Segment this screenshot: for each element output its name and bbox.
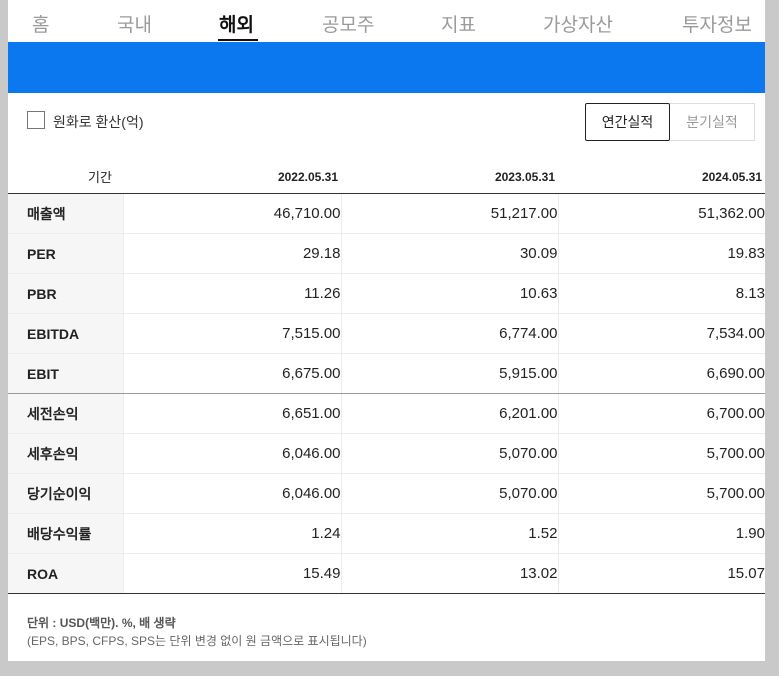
row-label: ROA bbox=[8, 553, 123, 594]
cell-value: 1.24 bbox=[122, 513, 341, 554]
table-row: 배당수익률 1.24 1.52 1.90 bbox=[8, 513, 765, 554]
table-row: PBR 11.26 10.63 8.13 bbox=[8, 273, 765, 314]
row-label: 매출액 bbox=[8, 193, 123, 234]
period-header: 기간 bbox=[8, 160, 123, 194]
cell-value: 6,774.00 bbox=[340, 313, 558, 354]
table-row: EBIT 6,675.00 5,915.00 6,690.00 bbox=[8, 353, 765, 394]
eps-note: (EPS, BPS, CFPS, SPS는 단위 변경 없이 원 금액으로 표시… bbox=[27, 634, 367, 648]
cell-value: 5,915.00 bbox=[340, 353, 558, 394]
cell-value: 13.02 bbox=[340, 553, 558, 594]
top-nav: 홈 국내 해외 공모주 지표 가상자산 투자정보 bbox=[8, 0, 765, 42]
cell-value: 7,515.00 bbox=[122, 313, 341, 354]
column-header: 2023.05.31 bbox=[341, 160, 558, 194]
cell-value: 7,534.00 bbox=[557, 313, 765, 354]
unit-note: 단위 : USD(백만). %, 배 생략 bbox=[27, 616, 176, 630]
nav-tab-investment-info[interactable]: 투자정보 bbox=[682, 15, 752, 36]
currency-convert-checkbox[interactable] bbox=[27, 111, 45, 129]
cell-value: 1.90 bbox=[557, 513, 765, 554]
cell-value: 30.09 bbox=[340, 233, 558, 274]
cell-value: 6,046.00 bbox=[122, 473, 341, 514]
nav-tab-crypto[interactable]: 가상자산 bbox=[543, 15, 613, 36]
cell-value: 6,700.00 bbox=[557, 393, 765, 434]
table-row: EBITDA 7,515.00 6,774.00 7,534.00 bbox=[8, 313, 765, 354]
cell-value: 19.83 bbox=[557, 233, 765, 274]
nav-tab-indicators[interactable]: 지표 bbox=[441, 15, 476, 36]
cell-value: 8.13 bbox=[557, 273, 765, 314]
cell-value: 5,700.00 bbox=[557, 433, 765, 474]
cell-value: 6,046.00 bbox=[122, 433, 341, 474]
table-footnote: 단위 : USD(백만). %, 배 생략 (EPS, BPS, CFPS, S… bbox=[27, 614, 367, 650]
row-label: 세후손익 bbox=[8, 433, 123, 474]
financial-table: 기간 2022.05.31 2023.05.31 2024.05.31 매출액 … bbox=[8, 160, 765, 594]
row-label: PBR bbox=[8, 273, 123, 314]
nav-tab-ipo[interactable]: 공모주 bbox=[322, 15, 375, 36]
cell-value: 6,675.00 bbox=[122, 353, 341, 394]
cell-value: 10.63 bbox=[340, 273, 558, 314]
cell-value: 6,201.00 bbox=[340, 393, 558, 434]
cell-value: 5,070.00 bbox=[340, 433, 558, 474]
cell-value: 6,651.00 bbox=[122, 393, 341, 434]
row-label: 배당수익률 bbox=[8, 513, 123, 554]
annual-results-button[interactable]: 연간실적 bbox=[585, 103, 670, 141]
table-row: 세후손익 6,046.00 5,070.00 5,700.00 bbox=[8, 433, 765, 474]
row-label: EBITDA bbox=[8, 313, 123, 354]
nav-tab-domestic[interactable]: 국내 bbox=[117, 15, 152, 36]
table-row: 세전손익 6,651.00 6,201.00 6,700.00 bbox=[8, 393, 765, 434]
financial-panel: 홈 국내 해외 공모주 지표 가상자산 투자정보 원화로 환산(억) 연간실적 … bbox=[8, 0, 765, 661]
column-header: 2022.05.31 bbox=[123, 160, 341, 194]
row-label: PER bbox=[8, 233, 123, 274]
table-header-row: 기간 2022.05.31 2023.05.31 2024.05.31 bbox=[8, 160, 765, 194]
cell-value: 15.49 bbox=[122, 553, 341, 594]
table-row: ROA 15.49 13.02 15.07 bbox=[8, 553, 765, 594]
row-label: 당기순이익 bbox=[8, 473, 123, 514]
currency-convert-label[interactable]: 원화로 환산(억) bbox=[53, 114, 144, 130]
column-header: 2024.05.31 bbox=[558, 160, 765, 194]
nav-tab-home[interactable]: 홈 bbox=[32, 15, 50, 36]
table-row: 당기순이익 6,046.00 5,070.00 5,700.00 bbox=[8, 473, 765, 514]
cell-value: 5,070.00 bbox=[340, 473, 558, 514]
quarterly-results-button[interactable]: 분기실적 bbox=[670, 103, 755, 141]
cell-value: 51,362.00 bbox=[557, 193, 765, 234]
cell-value: 1.52 bbox=[340, 513, 558, 554]
cell-value: 11.26 bbox=[122, 273, 341, 314]
cell-value: 6,690.00 bbox=[557, 353, 765, 394]
table-row: PER 29.18 30.09 19.83 bbox=[8, 233, 765, 274]
row-label: EBIT bbox=[8, 353, 123, 394]
cell-value: 46,710.00 bbox=[122, 193, 341, 234]
nav-tab-overseas[interactable]: 해외 bbox=[219, 15, 254, 36]
cell-value: 5,700.00 bbox=[557, 473, 765, 514]
active-tab-indicator bbox=[218, 39, 258, 41]
cell-value: 51,217.00 bbox=[340, 193, 558, 234]
cell-value: 29.18 bbox=[122, 233, 341, 274]
options-bar: 원화로 환산(억) 연간실적 분기실적 bbox=[8, 100, 765, 144]
row-label: 세전손익 bbox=[8, 393, 123, 434]
header-banner bbox=[8, 42, 765, 93]
cell-value: 15.07 bbox=[557, 553, 765, 594]
table-row: 매출액 46,710.00 51,217.00 51,362.00 bbox=[8, 193, 765, 234]
